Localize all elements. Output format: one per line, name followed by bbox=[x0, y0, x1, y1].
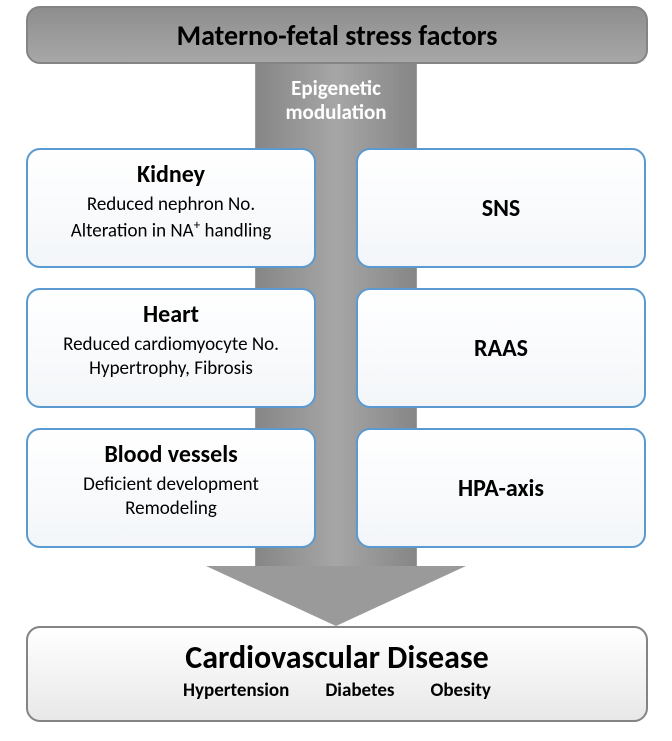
outcome-title: Cardiovascular Disease bbox=[28, 638, 646, 677]
system-box-raas: RAAS bbox=[356, 288, 646, 408]
system-box-sns: SNS bbox=[356, 148, 646, 268]
organ-detail-line: Deficient development bbox=[36, 473, 306, 497]
organ-detail-line: Reduced cardiomyocyte No. bbox=[36, 333, 306, 357]
organ-box-kidney: Kidney Reduced nephron No.Alteration in N… bbox=[26, 148, 316, 268]
top-source-box: Materno-fetal stress factors bbox=[26, 6, 648, 64]
top-source-label: Materno-fetal stress factors bbox=[177, 18, 498, 53]
arrow-head bbox=[206, 566, 466, 626]
organ-title: Kidney bbox=[36, 160, 306, 189]
organ-box-heart: Heart Reduced cardiomyocyte No.Hypertroph… bbox=[26, 288, 316, 408]
organ-detail-line: Alteration in NA+ handling bbox=[36, 217, 306, 243]
system-title: HPA-axis bbox=[458, 474, 544, 503]
outcome-subitem: Hypertension bbox=[183, 679, 289, 702]
organ-box-blood-vessels: Blood vessels Deficient developmentRemode… bbox=[26, 428, 316, 548]
organ-title: Heart bbox=[36, 300, 306, 329]
system-title: RAAS bbox=[474, 334, 528, 363]
outcome-box: Cardiovascular Disease Hypertension Diabe… bbox=[26, 626, 648, 722]
arrow-label: Epigeneticmodulation bbox=[256, 72, 416, 124]
outcome-subitem: Obesity bbox=[430, 679, 490, 702]
system-title: SNS bbox=[482, 194, 521, 223]
organ-detail-line: Reduced nephron No. bbox=[36, 193, 306, 217]
outcome-subitems: Hypertension Diabetes Obesity bbox=[28, 679, 646, 702]
organ-detail-line: Remodeling bbox=[36, 497, 306, 521]
system-box-hpa-axis: HPA-axis bbox=[356, 428, 646, 548]
organ-detail-line: Hypertrophy, Fibrosis bbox=[36, 357, 306, 381]
organ-title: Blood vessels bbox=[36, 440, 306, 469]
outcome-subitem: Diabetes bbox=[325, 679, 394, 702]
